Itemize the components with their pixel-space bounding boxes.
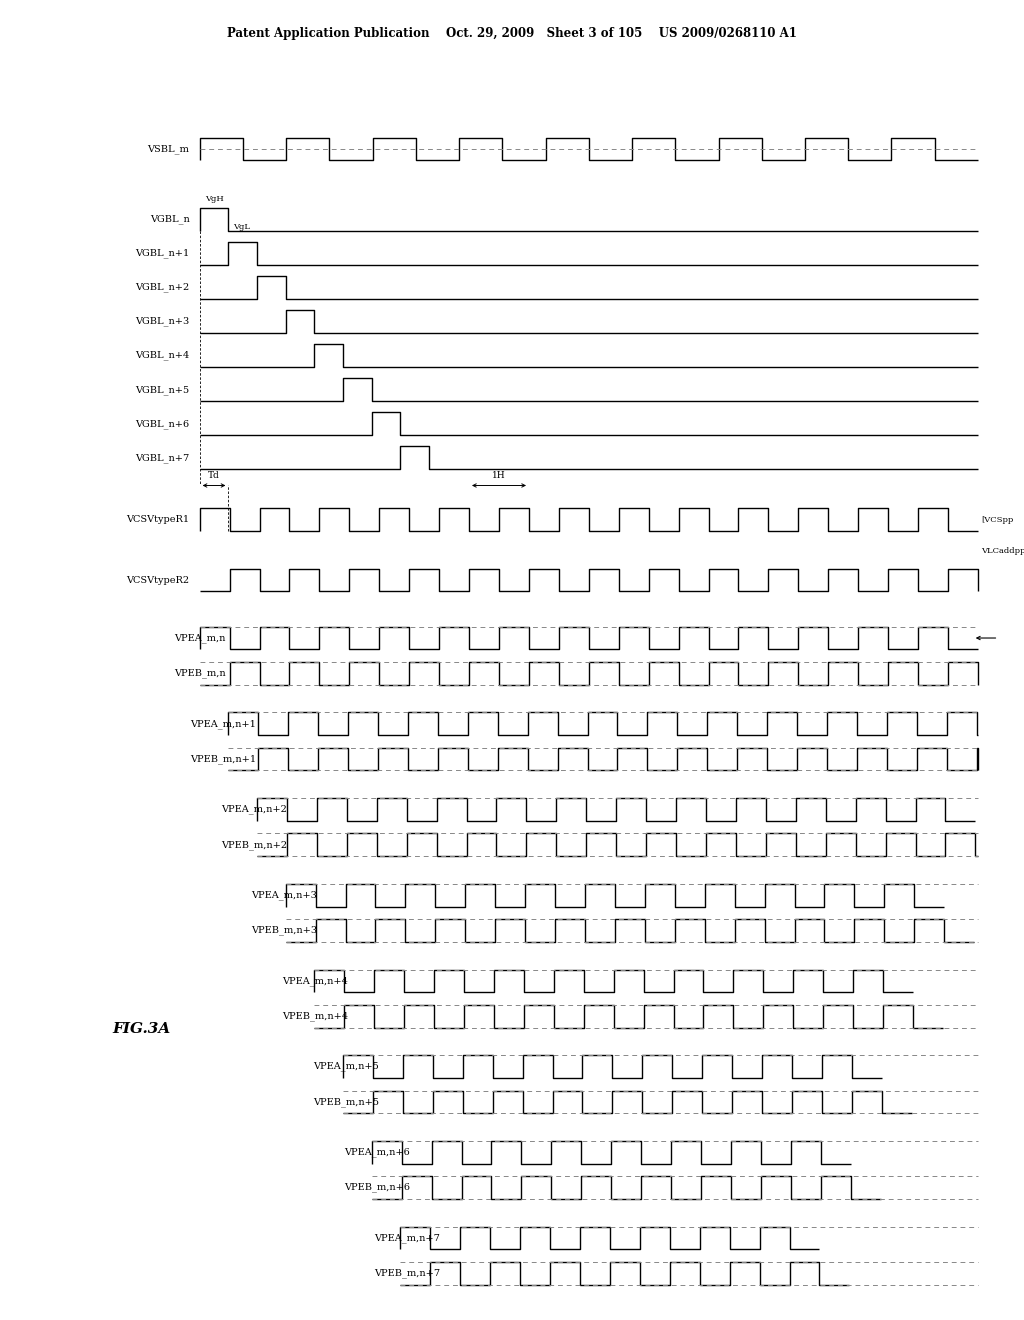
Text: VGBL_n+1: VGBL_n+1 bbox=[135, 248, 189, 259]
Text: VPEB_m,n+2: VPEB_m,n+2 bbox=[220, 840, 287, 850]
Text: VPEA_m,n+6: VPEA_m,n+6 bbox=[344, 1147, 410, 1158]
Text: VGBL_n+5: VGBL_n+5 bbox=[135, 385, 189, 395]
Text: VPEA_m,n: VPEA_m,n bbox=[174, 634, 225, 643]
Text: Patent Application Publication    Oct. 29, 2009   Sheet 3 of 105    US 2009/0268: Patent Application Publication Oct. 29, … bbox=[227, 26, 797, 40]
Text: VgL: VgL bbox=[233, 223, 251, 231]
Text: VSBL_m: VSBL_m bbox=[147, 144, 189, 153]
Text: VGBL_n+4: VGBL_n+4 bbox=[135, 351, 189, 360]
Text: VGBL_n+3: VGBL_n+3 bbox=[135, 317, 189, 326]
Text: VgH: VgH bbox=[205, 195, 223, 203]
Text: VGBL_n+7: VGBL_n+7 bbox=[135, 453, 189, 462]
Text: VCSVtypeR2: VCSVtypeR2 bbox=[126, 576, 189, 585]
Text: Td: Td bbox=[208, 471, 220, 480]
Text: VPEA_m,n+5: VPEA_m,n+5 bbox=[313, 1061, 379, 1072]
Text: VPEB_m,n+6: VPEB_m,n+6 bbox=[344, 1183, 410, 1192]
Text: VPEA_m,n+4: VPEA_m,n+4 bbox=[283, 975, 348, 986]
Text: VCSVtypeR1: VCSVtypeR1 bbox=[126, 515, 189, 524]
Text: VPEB_m,n+5: VPEB_m,n+5 bbox=[313, 1097, 379, 1106]
Text: VPEA_m,n+7: VPEA_m,n+7 bbox=[375, 1233, 440, 1243]
Text: VPEB_m,n+3: VPEB_m,n+3 bbox=[251, 925, 317, 936]
Text: VPEA_m,n+3: VPEA_m,n+3 bbox=[252, 890, 317, 900]
Text: VGBL_n+2: VGBL_n+2 bbox=[135, 282, 189, 293]
Text: [VCSpp: [VCSpp bbox=[981, 516, 1013, 524]
Text: VPEA_m,n+2: VPEA_m,n+2 bbox=[221, 805, 287, 814]
Text: 1H: 1H bbox=[493, 471, 506, 480]
Text: VGBL_n: VGBL_n bbox=[150, 215, 189, 224]
Text: VLCaddpp: VLCaddpp bbox=[981, 546, 1024, 554]
Text: FIG.3A: FIG.3A bbox=[113, 1022, 171, 1036]
Text: VPEB_m,n+4: VPEB_m,n+4 bbox=[282, 1011, 348, 1022]
Text: VPEB_m,n: VPEB_m,n bbox=[174, 668, 225, 678]
Text: VPEB_m,n+7: VPEB_m,n+7 bbox=[374, 1269, 440, 1278]
Text: VPEA_m,n+1: VPEA_m,n+1 bbox=[190, 719, 256, 729]
Text: VPEB_m,n+1: VPEB_m,n+1 bbox=[189, 754, 256, 764]
Text: VGBL_n+6: VGBL_n+6 bbox=[135, 418, 189, 429]
